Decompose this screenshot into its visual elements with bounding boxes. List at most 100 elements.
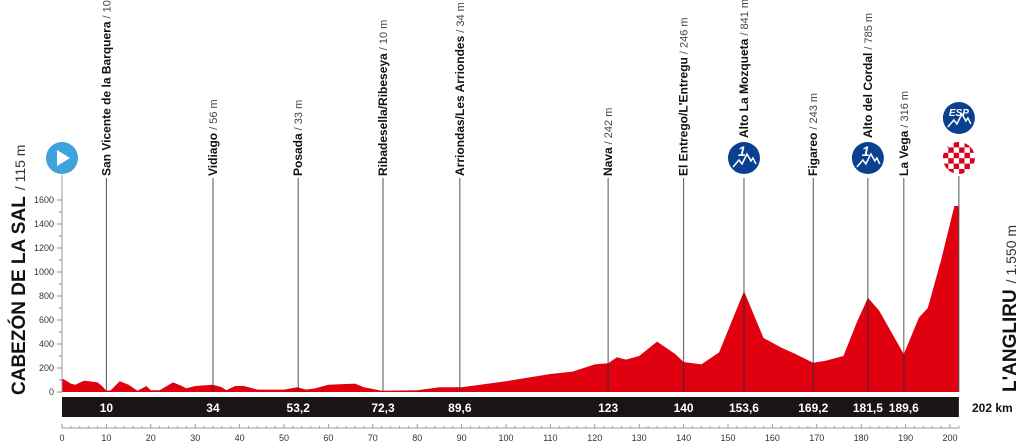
checker-square xyxy=(942,142,949,148)
y-tick-label: 400 xyxy=(39,339,54,349)
waypoint-altitude: / 10 m xyxy=(378,20,390,51)
waypoint-name: Alto del Cordal xyxy=(861,53,875,138)
waypoint-label: Nava / 242 m xyxy=(601,108,615,176)
x-tick-label: 50 xyxy=(279,433,289,443)
finish-name: L'ANGLIRU xyxy=(1000,289,1021,392)
x-tick-label: 140 xyxy=(676,433,691,443)
y-tick-label: 0 xyxy=(49,387,54,397)
x-tick-label: 190 xyxy=(898,433,913,443)
waypoint-name: Alto La Mozqueta xyxy=(737,38,751,138)
waypoint-altitude: / 33 m xyxy=(293,100,305,131)
x-tick-label: 10 xyxy=(101,433,111,443)
waypoint-name: Posada xyxy=(291,133,305,176)
checker-square xyxy=(959,158,965,164)
waypoint-label: Vidiago / 56 m xyxy=(206,99,220,176)
waypoint-km-label: 140 xyxy=(674,401,694,415)
finish-flag-icon xyxy=(942,142,975,174)
start-label: CABEZÓN DE LA SAL / 115 m xyxy=(8,145,30,395)
x-tick-label: 80 xyxy=(412,433,422,443)
checker xyxy=(942,142,975,174)
checker-square xyxy=(964,163,970,169)
elevation-profile-area xyxy=(62,206,959,392)
waypoint-label: San Vicente de la Barquera / 10 m xyxy=(99,0,113,176)
waypoint-label: Posada / 33 m xyxy=(291,100,305,176)
y-tick-label: 200 xyxy=(39,363,54,373)
waypoint-altitude: / 242 m xyxy=(603,108,615,145)
x-tick-label: 0 xyxy=(59,433,64,443)
waypoint-name: Arriondas/Les Arriondes xyxy=(453,35,467,176)
checker-square xyxy=(948,147,954,153)
waypoint-altitude: / 316 m xyxy=(899,91,911,128)
waypoint-label: Figareo / 243 m xyxy=(806,93,820,176)
start-altitude: / 115 m xyxy=(12,145,28,191)
finish-label: L'ANGLIRU / 1.550 m xyxy=(1000,225,1021,392)
distance-bar xyxy=(62,397,959,417)
icon-text: ESP xyxy=(949,108,969,119)
waypoint-label: La Vega / 316 m xyxy=(897,91,911,176)
checker-square xyxy=(969,147,975,153)
icon-circle xyxy=(942,102,975,134)
checker-square xyxy=(942,152,949,159)
checker-square xyxy=(969,158,975,164)
waypoint-name: San Vicente de la Barquera xyxy=(99,21,113,176)
waypoint-name: El Entrego/L'Entregu xyxy=(677,57,691,176)
icon-text: 1 xyxy=(738,143,746,159)
waypoint-km-label: 189,6 xyxy=(889,401,919,415)
waypoint-altitude: / 785 m xyxy=(863,13,875,50)
x-tick-label: 20 xyxy=(146,433,156,443)
waypoint-km-label: 123 xyxy=(598,401,618,415)
x-tick-label: 160 xyxy=(765,433,780,443)
x-tick-label: 110 xyxy=(543,433,557,443)
waypoint-altitude: / 10 m xyxy=(101,0,113,18)
icon-circle xyxy=(727,142,760,174)
x-tick-label: 100 xyxy=(498,433,513,443)
checker-square xyxy=(948,158,954,164)
y-tick-label: 1400 xyxy=(34,219,54,229)
waypoint-altitude: / 56 m xyxy=(208,99,220,130)
waypoint-altitude: / 243 m xyxy=(808,93,820,130)
x-tick-label: 70 xyxy=(368,433,378,443)
play-triangle xyxy=(57,150,70,166)
checker-square xyxy=(959,169,965,174)
mountain-glyph xyxy=(856,152,881,168)
waypoint-altitude: / 246 m xyxy=(679,17,691,54)
category-1-climb-icon: 1 xyxy=(851,142,884,174)
checker-square xyxy=(969,169,975,174)
x-tick-label: 40 xyxy=(235,433,245,443)
waypoint-label: Alto La Mozqueta / 841 m xyxy=(737,0,751,138)
waypoint-km-label: 10 xyxy=(100,401,114,415)
x-tick-label: 130 xyxy=(632,433,647,443)
checker-square xyxy=(953,163,960,169)
icon-circle xyxy=(851,142,884,174)
waypoint-name: Ribadesella/Ribeseya xyxy=(376,53,390,176)
y-tick-label: 1000 xyxy=(34,267,54,277)
checker-square xyxy=(964,142,970,148)
finish-altitude: / 1.550 m xyxy=(1003,225,1019,283)
x-tick-label: 150 xyxy=(720,433,735,443)
x-tick-label: 60 xyxy=(323,433,333,443)
y-tick-label: 800 xyxy=(39,291,54,301)
icon-text: 1 xyxy=(862,143,870,159)
mountain-glyph xyxy=(732,152,757,168)
total-distance-label: 202 km xyxy=(972,401,1013,415)
y-tick-label: 1600 xyxy=(34,195,54,205)
waypoint-name: Figareo xyxy=(806,133,820,176)
x-tick-label: 30 xyxy=(190,433,200,443)
checker-square xyxy=(942,163,949,169)
y-tick-label: 600 xyxy=(39,315,54,325)
waypoint-altitude: / 34 m xyxy=(455,2,467,33)
checker-square xyxy=(959,147,965,153)
x-tick-label: 120 xyxy=(587,433,602,443)
waypoint-name: Nava xyxy=(601,147,615,176)
mountain-glyph xyxy=(947,112,972,128)
waypoint-name: La Vega xyxy=(897,130,911,176)
waypoint-km-label: 169,2 xyxy=(798,401,828,415)
waypoint-km-label: 72,3 xyxy=(371,401,395,415)
x-tick-label: 90 xyxy=(457,433,467,443)
y-tick-label: 1200 xyxy=(34,243,54,253)
x-tick-label: 200 xyxy=(942,433,957,443)
waypoint-label: Arriondas/Les Arriondes / 34 m xyxy=(453,2,467,176)
waypoint-km-label: 181,5 xyxy=(853,401,883,415)
x-tick-label: 180 xyxy=(854,433,869,443)
